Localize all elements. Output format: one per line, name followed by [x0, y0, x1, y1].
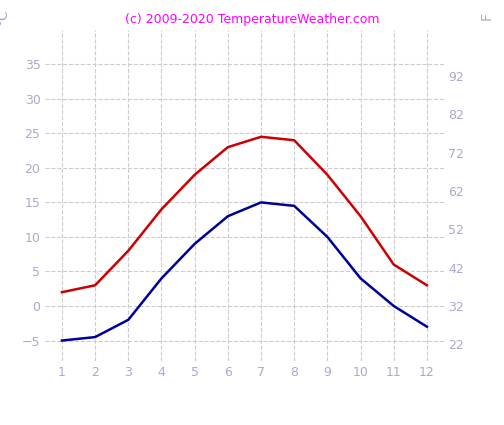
Y-axis label: °C: °C	[0, 8, 10, 25]
Text: (c) 2009-2020 TemperatureWeather.com: (c) 2009-2020 TemperatureWeather.com	[125, 13, 379, 26]
Y-axis label: F: F	[479, 12, 493, 20]
